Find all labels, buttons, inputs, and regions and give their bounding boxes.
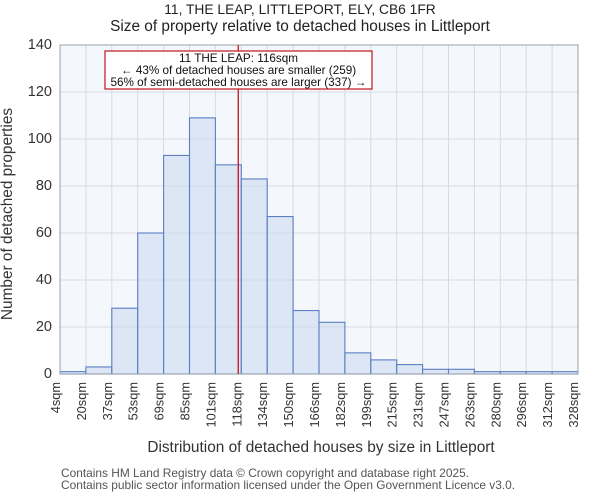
svg-text:120: 120 <box>28 84 52 100</box>
svg-text:199sqm: 199sqm <box>359 382 374 428</box>
svg-text:56% of semi-detached houses ar: 56% of semi-detached houses are larger (… <box>111 76 367 89</box>
svg-text:11, THE LEAP, LITTLEPORT, ELY,: 11, THE LEAP, LITTLEPORT, ELY, CB6 1FR <box>164 2 435 17</box>
svg-text:85sqm: 85sqm <box>178 382 193 420</box>
svg-text:Contains public sector informa: Contains public sector information licen… <box>61 478 515 492</box>
svg-text:166sqm: 166sqm <box>307 382 322 428</box>
svg-text:140: 140 <box>28 37 52 53</box>
svg-text:Number of detached properties: Number of detached properties <box>0 108 16 320</box>
svg-text:118sqm: 118sqm <box>229 382 244 427</box>
svg-text:20: 20 <box>36 319 52 335</box>
svg-text:37sqm: 37sqm <box>100 382 115 420</box>
svg-text:280sqm: 280sqm <box>488 382 503 428</box>
svg-text:40: 40 <box>36 272 52 288</box>
svg-text:312sqm: 312sqm <box>540 382 555 428</box>
svg-text:134sqm: 134sqm <box>255 382 270 428</box>
svg-text:150sqm: 150sqm <box>281 382 296 428</box>
svg-text:263sqm: 263sqm <box>462 382 477 428</box>
svg-text:60: 60 <box>36 225 52 241</box>
svg-text:296sqm: 296sqm <box>514 382 529 428</box>
svg-text:101sqm: 101sqm <box>203 382 218 428</box>
svg-text:100: 100 <box>28 131 52 147</box>
svg-text:53sqm: 53sqm <box>126 382 141 420</box>
svg-text:80: 80 <box>36 178 52 194</box>
svg-text:20sqm: 20sqm <box>74 382 89 420</box>
svg-text:4sqm: 4sqm <box>48 382 63 413</box>
svg-text:69sqm: 69sqm <box>152 382 167 420</box>
svg-text:Size of property relative to d: Size of property relative to detached ho… <box>110 18 491 35</box>
svg-text:0: 0 <box>44 366 52 382</box>
svg-text:328sqm: 328sqm <box>566 382 581 428</box>
svg-text:Distribution of detached house: Distribution of detached houses by size … <box>147 439 495 456</box>
svg-text:247sqm: 247sqm <box>437 382 452 428</box>
svg-text:231sqm: 231sqm <box>411 382 426 428</box>
svg-text:182sqm: 182sqm <box>333 382 348 428</box>
svg-text:215sqm: 215sqm <box>385 382 400 428</box>
